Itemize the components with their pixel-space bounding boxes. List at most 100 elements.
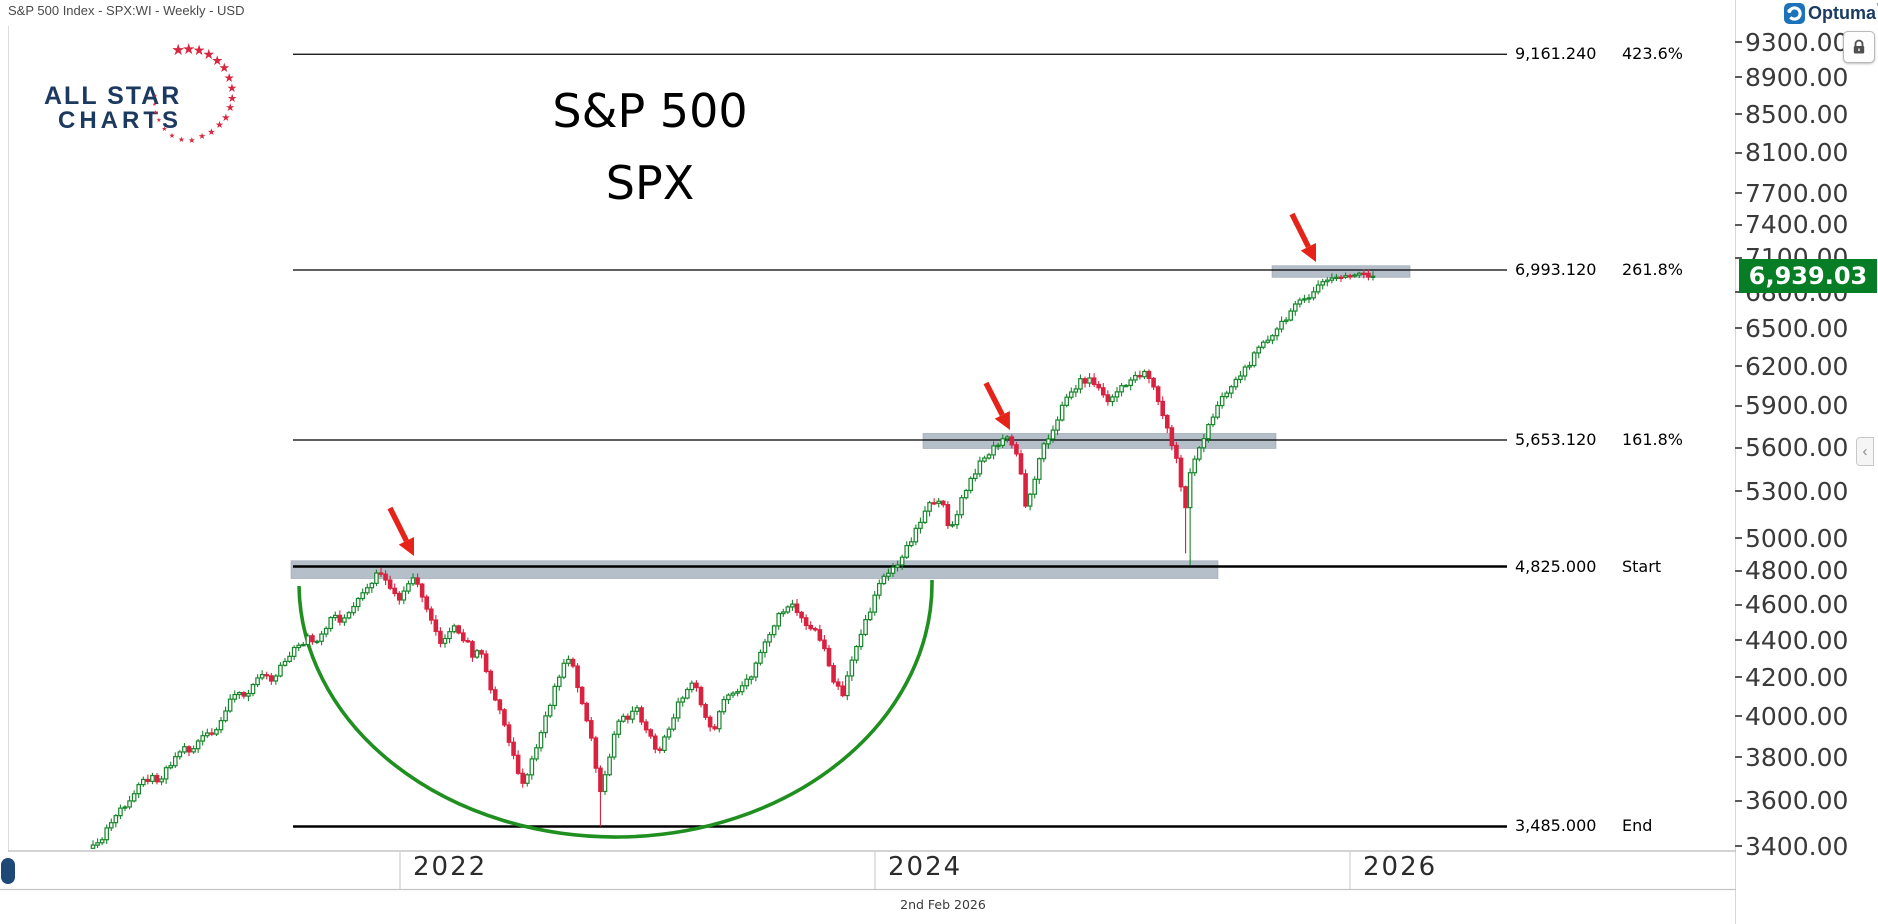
tick-mark [1735, 151, 1742, 154]
tick-mark [1735, 256, 1742, 259]
tick-mark [1735, 365, 1742, 368]
price-tick: 6500.00 [1735, 313, 1848, 343]
price-tick: 4000.00 [1735, 701, 1848, 731]
year-label-2022: 2022 [413, 852, 488, 882]
optuma-trademark: ™ [1876, 3, 1878, 10]
price-tick: 5900.00 [1735, 391, 1848, 421]
year-label-2024: 2024 [888, 852, 963, 882]
star-icon: ★ [168, 130, 176, 140]
star-icon: ★ [152, 101, 157, 108]
price-tick: 4200.00 [1735, 662, 1848, 692]
price-tick-label: 8900.00 [1745, 62, 1849, 92]
lock-button[interactable] [1843, 31, 1875, 63]
price-tick: 3400.00 [1735, 831, 1848, 861]
price-tick-label: 4200.00 [1745, 662, 1849, 692]
fib-level-tag: 161.8% [1622, 429, 1684, 449]
price-axis-panel[interactable] [1736, 0, 1878, 924]
fib-level-price: 3,485.000 [1515, 816, 1597, 836]
price-tick-label: 3400.00 [1745, 831, 1849, 861]
tick-mark [1735, 291, 1742, 294]
chevron-left-icon: ‹ [1862, 443, 1868, 460]
price-tick-label: 8500.00 [1745, 99, 1849, 129]
star-icon: ★ [215, 120, 224, 132]
last-price-badge: 6,939.03 [1739, 259, 1877, 294]
price-tick: 8100.00 [1735, 138, 1848, 168]
tick-mark [1735, 603, 1742, 606]
star-icon: ★ [153, 109, 159, 116]
tick-mark [1735, 569, 1742, 572]
tick-mark [1735, 192, 1742, 195]
star-icon: ★ [188, 134, 196, 145]
price-tick: 4800.00 [1735, 556, 1848, 586]
star-icon: ★ [207, 127, 216, 139]
price-tick-label: 4000.00 [1745, 701, 1849, 731]
star-icon: ★ [171, 40, 186, 59]
chart-title-line1: S&P 500 [552, 84, 748, 138]
optuma-logo-text: Optuma [1808, 3, 1877, 23]
fib-level-price: 5,653.120 [1515, 429, 1597, 449]
last-bar-date: 2nd Feb 2026 [900, 897, 986, 912]
lock-icon [1853, 39, 1865, 54]
chart-title-line2: SPX [605, 156, 695, 210]
tick-mark [1735, 845, 1742, 848]
star-icon: ★ [218, 61, 231, 77]
tick-mark [1735, 490, 1742, 493]
star-icon: ★ [202, 46, 216, 63]
price-tick: 9300.00 [1735, 27, 1848, 57]
fib-level-price: 6,993.120 [1515, 260, 1597, 279]
fib-level-tag: 261.8% [1622, 260, 1684, 279]
tick-mark [1735, 537, 1742, 540]
star-icon: ★ [192, 43, 206, 60]
chart-instrument-title: S&P 500 Index - SPX:WI - Weekly - USD [8, 3, 245, 18]
star-icon: ★ [161, 124, 168, 133]
price-tick: 4600.00 [1735, 590, 1848, 620]
star-icon: ★ [226, 80, 238, 95]
star-icon: ★ [223, 71, 235, 86]
price-tick-label: 6500.00 [1745, 313, 1849, 343]
fib-level-tag: 423.6% [1622, 44, 1684, 64]
tick-mark [1735, 715, 1742, 718]
star-icon: ★ [227, 91, 238, 106]
price-tick-label: 5900.00 [1745, 391, 1849, 421]
star-icon: ★ [211, 54, 224, 69]
price-tick: 3800.00 [1735, 742, 1848, 772]
star-icon: ★ [177, 134, 185, 144]
fib-level-tag: Start [1622, 556, 1662, 576]
star-icon: ★ [153, 94, 158, 100]
price-tick-label: 4800.00 [1745, 556, 1849, 586]
price-tick: 7700.00 [1735, 178, 1848, 208]
star-icon: ★ [225, 101, 236, 115]
tick-mark [1735, 639, 1742, 642]
price-tick-label: 8100.00 [1745, 138, 1849, 168]
tick-mark [1735, 113, 1742, 116]
price-tick-label: 5600.00 [1745, 433, 1849, 462]
price-tick-label: 6200.00 [1745, 351, 1849, 381]
star-icon: ★ [221, 112, 231, 125]
price-tick: 3600.00 [1735, 786, 1848, 816]
price-tick-label: 7700.00 [1745, 178, 1849, 208]
fib-level-tag: End [1622, 816, 1653, 836]
all-star-charts-logo: ALL STAR CHARTS ★ ★ ★ ★ ★ ★ ★ ★ ★ ★ ★ ★ ★ ★ ★ ★ ★ ★ ★ ★ ★ ★ [36, 38, 256, 156]
price-tick: 8900.00 [1735, 62, 1848, 92]
price-tick-label: 3800.00 [1745, 742, 1849, 772]
price-tick: 4400.00 [1735, 625, 1848, 655]
axis-collapse-button[interactable]: ‹ [1856, 437, 1874, 466]
star-icon: ★ [156, 117, 162, 125]
fib-level-price: 9,161.240 [1515, 44, 1597, 64]
price-tick: 5600.00 [1735, 433, 1848, 463]
horizontal-scrollbar-thumb[interactable] [1, 858, 15, 884]
optuma-swirl-icon [1784, 3, 1805, 24]
tick-mark [1735, 446, 1742, 449]
tick-mark [1735, 799, 1742, 802]
price-tick: 6200.00 [1735, 351, 1848, 381]
price-tick-label: 4600.00 [1745, 590, 1849, 620]
chart-title: S&P 500 SPX [420, 84, 880, 210]
price-tick-label: 7400.00 [1745, 210, 1849, 240]
tick-mark [1735, 41, 1742, 44]
price-tick: 7400.00 [1735, 210, 1848, 240]
tick-mark [1735, 327, 1742, 330]
tick-mark [1735, 404, 1742, 407]
price-tick: 8500.00 [1735, 99, 1848, 129]
